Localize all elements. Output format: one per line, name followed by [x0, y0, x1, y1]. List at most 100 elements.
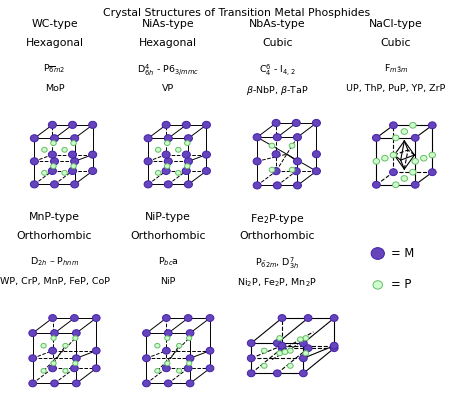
Circle shape: [182, 167, 190, 174]
Circle shape: [92, 347, 100, 354]
Circle shape: [410, 122, 416, 128]
Circle shape: [71, 365, 78, 372]
Circle shape: [73, 336, 78, 340]
Circle shape: [273, 340, 281, 347]
Circle shape: [202, 167, 210, 174]
Circle shape: [175, 171, 181, 175]
Circle shape: [62, 171, 67, 175]
Circle shape: [428, 169, 436, 176]
Circle shape: [42, 147, 47, 152]
Text: Orthorhombic: Orthorhombic: [239, 231, 315, 241]
Circle shape: [411, 134, 419, 141]
Circle shape: [184, 134, 192, 142]
Circle shape: [48, 167, 56, 174]
Circle shape: [202, 151, 210, 158]
Text: $\beta$-NbP, $\beta$-TaP: $\beta$-NbP, $\beta$-TaP: [246, 84, 309, 97]
Circle shape: [330, 315, 338, 321]
Circle shape: [330, 345, 338, 352]
Circle shape: [163, 315, 170, 321]
Text: Crystal Structures of Transition Metal Phosphides: Crystal Structures of Transition Metal P…: [103, 8, 371, 18]
Circle shape: [155, 369, 160, 373]
Text: = P: = P: [391, 278, 411, 292]
Circle shape: [289, 167, 295, 172]
Circle shape: [30, 181, 38, 188]
Circle shape: [63, 344, 68, 348]
Circle shape: [278, 315, 286, 321]
Circle shape: [92, 315, 100, 321]
Circle shape: [247, 355, 255, 362]
Text: NbAs-type: NbAs-type: [249, 19, 306, 29]
Circle shape: [390, 169, 397, 176]
Circle shape: [293, 158, 301, 165]
Circle shape: [202, 121, 210, 128]
Circle shape: [330, 342, 338, 349]
Circle shape: [144, 158, 152, 165]
Circle shape: [176, 369, 182, 373]
Circle shape: [373, 134, 380, 141]
Text: Hexagonal: Hexagonal: [26, 38, 83, 48]
Circle shape: [144, 134, 152, 142]
Circle shape: [62, 147, 67, 152]
Circle shape: [73, 330, 80, 336]
Circle shape: [272, 168, 280, 175]
Circle shape: [293, 182, 301, 189]
Circle shape: [289, 143, 295, 148]
Circle shape: [164, 164, 170, 168]
Circle shape: [49, 315, 56, 321]
Circle shape: [164, 181, 172, 188]
Circle shape: [401, 176, 408, 181]
Circle shape: [428, 122, 436, 129]
Circle shape: [51, 158, 59, 165]
Circle shape: [165, 361, 170, 365]
Circle shape: [287, 363, 293, 368]
Circle shape: [278, 342, 286, 349]
Circle shape: [300, 355, 307, 362]
Circle shape: [373, 158, 380, 164]
Text: Orthorhombic: Orthorhombic: [130, 231, 206, 241]
Circle shape: [411, 181, 419, 188]
Circle shape: [49, 365, 56, 372]
Circle shape: [71, 134, 79, 142]
Circle shape: [410, 169, 416, 175]
Circle shape: [382, 155, 388, 161]
Circle shape: [312, 119, 320, 127]
Circle shape: [30, 158, 38, 165]
Circle shape: [163, 347, 170, 354]
Circle shape: [272, 150, 280, 158]
Text: Fe$_2$P-type: Fe$_2$P-type: [250, 212, 304, 225]
Text: $\mathregular{D}^4_{6h}$ - P6$_{3/mmc}$: $\mathregular{D}^4_{6h}$ - P6$_{3/mmc}$: [137, 63, 200, 78]
Text: Ni$_2$P, Fe$_2$P, Mn$_2$P: Ni$_2$P, Fe$_2$P, Mn$_2$P: [237, 277, 317, 289]
Circle shape: [292, 119, 301, 127]
Circle shape: [184, 315, 192, 321]
Circle shape: [89, 151, 97, 158]
Circle shape: [162, 151, 170, 158]
Circle shape: [164, 134, 172, 142]
Circle shape: [143, 355, 150, 362]
Circle shape: [420, 155, 427, 161]
Circle shape: [41, 344, 46, 348]
Circle shape: [165, 336, 170, 340]
Text: MoP: MoP: [45, 84, 64, 93]
Circle shape: [175, 147, 181, 152]
Circle shape: [292, 168, 301, 175]
Circle shape: [300, 370, 307, 377]
Circle shape: [41, 369, 46, 373]
Circle shape: [390, 152, 397, 158]
Circle shape: [304, 345, 312, 352]
Circle shape: [176, 344, 182, 348]
Text: Hexagonal: Hexagonal: [139, 38, 197, 48]
Circle shape: [51, 336, 56, 340]
Text: WC-type: WC-type: [31, 19, 78, 29]
Circle shape: [63, 369, 68, 373]
Circle shape: [48, 151, 56, 158]
Text: Cubic: Cubic: [262, 38, 292, 48]
Circle shape: [184, 164, 190, 168]
Text: WP, CrP, MnP, FeP, CoP: WP, CrP, MnP, FeP, CoP: [0, 277, 109, 285]
Circle shape: [30, 134, 38, 142]
Circle shape: [51, 164, 56, 168]
Circle shape: [269, 167, 275, 172]
Circle shape: [71, 181, 79, 188]
Circle shape: [155, 344, 160, 348]
Circle shape: [73, 361, 78, 365]
Circle shape: [71, 141, 76, 145]
